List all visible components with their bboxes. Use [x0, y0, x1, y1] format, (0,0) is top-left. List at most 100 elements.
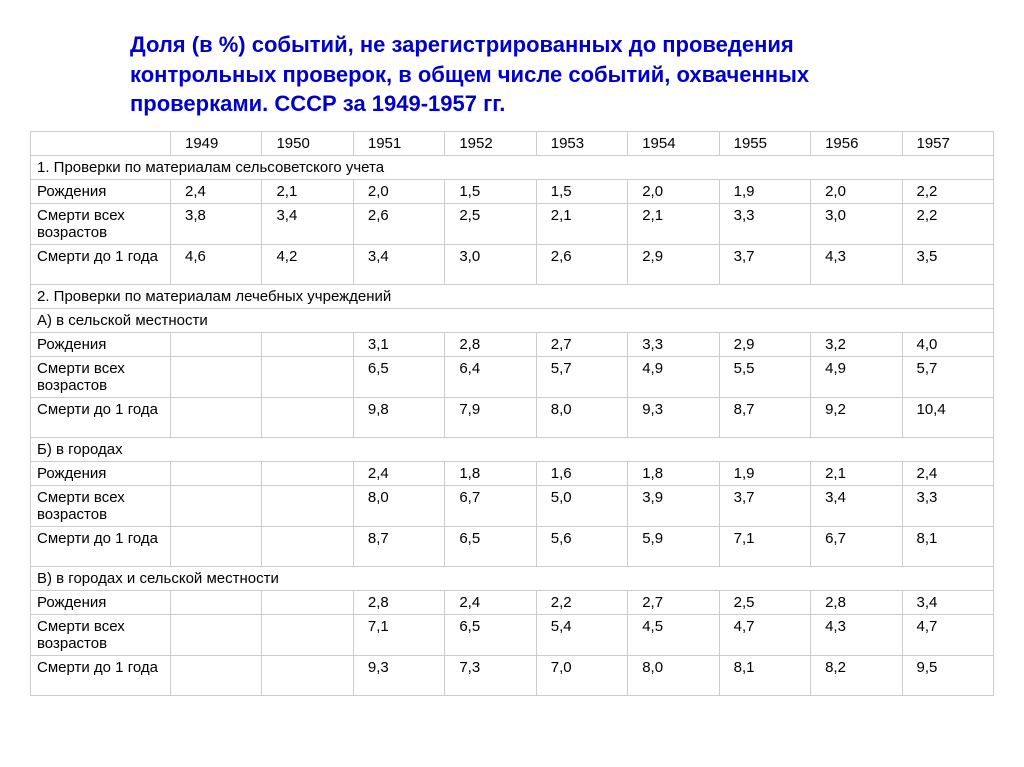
cell: 9,3 [353, 656, 444, 696]
section1-heading: 1. Проверки по материалам сельсоветского… [31, 156, 994, 180]
cell: 4,0 [902, 333, 994, 357]
row-label: Смерти до 1 года [31, 527, 171, 567]
cell [262, 615, 353, 656]
cell [262, 357, 353, 398]
row-label: Смерти всех возрастов [31, 486, 171, 527]
row-label: Смерти до 1 года [31, 398, 171, 438]
cell [262, 656, 353, 696]
cell: 2,8 [445, 333, 536, 357]
cell: 4,7 [902, 615, 994, 656]
year-header: 1956 [811, 132, 902, 156]
cell: 7,3 [445, 656, 536, 696]
cell: 3,4 [902, 591, 994, 615]
cell: 2,1 [811, 462, 902, 486]
cell: 7,1 [353, 615, 444, 656]
cell: 3,5 [902, 245, 994, 285]
row-label: Рождения [31, 333, 171, 357]
row-label: Смерти всех возрастов [31, 204, 171, 245]
cell: 8,7 [719, 398, 810, 438]
cell [262, 398, 353, 438]
cell: 2,9 [628, 245, 719, 285]
data-table: 1949 1950 1951 1952 1953 1954 1955 1956 … [30, 131, 994, 696]
cell: 4,9 [811, 357, 902, 398]
year-header: 1951 [353, 132, 444, 156]
cell: 5,5 [719, 357, 810, 398]
cell: 3,4 [811, 486, 902, 527]
year-header: 1955 [719, 132, 810, 156]
row-label: Смерти всех возрастов [31, 357, 171, 398]
cell: 1,6 [536, 462, 627, 486]
cell: 2,4 [353, 462, 444, 486]
cell: 2,4 [445, 591, 536, 615]
cell [262, 333, 353, 357]
cell: 9,2 [811, 398, 902, 438]
row-label: Смерти всех возрастов [31, 615, 171, 656]
cell [171, 486, 262, 527]
cell: 8,0 [536, 398, 627, 438]
row-label: Смерти до 1 года [31, 656, 171, 696]
year-header: 1950 [262, 132, 353, 156]
cell: 5,4 [536, 615, 627, 656]
cell: 2,2 [902, 204, 994, 245]
cell: 5,7 [536, 357, 627, 398]
year-header: 1957 [902, 132, 994, 156]
cell: 3,4 [353, 245, 444, 285]
cell: 3,7 [719, 486, 810, 527]
subB-heading: Б) в городах [31, 438, 994, 462]
cell: 5,7 [902, 357, 994, 398]
table-row: Рождения 3,1 2,8 2,7 3,3 2,9 3,2 4,0 [31, 333, 994, 357]
cell [171, 615, 262, 656]
cell: 1,9 [719, 180, 810, 204]
cell: 10,4 [902, 398, 994, 438]
cell: 8,0 [353, 486, 444, 527]
cell: 2,5 [719, 591, 810, 615]
cell [171, 357, 262, 398]
cell: 9,5 [902, 656, 994, 696]
cell [171, 333, 262, 357]
cell [171, 591, 262, 615]
cell: 6,7 [811, 527, 902, 567]
row-label: Рождения [31, 462, 171, 486]
cell: 2,4 [171, 180, 262, 204]
subB-heading-row: Б) в городах [31, 438, 994, 462]
cell: 2,8 [811, 591, 902, 615]
cell: 2,0 [628, 180, 719, 204]
year-header: 1954 [628, 132, 719, 156]
row-label: Смерти до 1 года [31, 245, 171, 285]
table-row: Рождения 2,8 2,4 2,2 2,7 2,5 2,8 3,4 [31, 591, 994, 615]
cell: 2,2 [536, 591, 627, 615]
cell: 4,5 [628, 615, 719, 656]
cell: 1,8 [628, 462, 719, 486]
cell: 2,0 [811, 180, 902, 204]
cell: 1,5 [536, 180, 627, 204]
cell: 8,2 [811, 656, 902, 696]
cell: 3,2 [811, 333, 902, 357]
section2-heading-row: 2. Проверки по материалам лечебных учреж… [31, 285, 994, 309]
cell: 2,2 [902, 180, 994, 204]
cell: 8,1 [719, 656, 810, 696]
cell: 9,8 [353, 398, 444, 438]
cell: 2,6 [353, 204, 444, 245]
table-row: Рождения 2,4 2,1 2,0 1,5 1,5 2,0 1,9 2,0… [31, 180, 994, 204]
cell: 3,4 [262, 204, 353, 245]
cell [262, 486, 353, 527]
table-row: Смерти до 1 года 8,7 6,5 5,6 5,9 7,1 6,7… [31, 527, 994, 567]
subA-heading-row: А) в сельской местности [31, 309, 994, 333]
row-label: Рождения [31, 591, 171, 615]
cell: 3,3 [902, 486, 994, 527]
cell: 2,8 [353, 591, 444, 615]
cell: 2,1 [262, 180, 353, 204]
section1-heading-row: 1. Проверки по материалам сельсоветского… [31, 156, 994, 180]
year-header: 1953 [536, 132, 627, 156]
cell: 3,3 [628, 333, 719, 357]
cell: 1,9 [719, 462, 810, 486]
cell: 2,7 [628, 591, 719, 615]
row-label: Рождения [31, 180, 171, 204]
cell: 4,7 [719, 615, 810, 656]
cell [262, 591, 353, 615]
cell: 2,1 [536, 204, 627, 245]
cell: 7,1 [719, 527, 810, 567]
cell: 6,5 [445, 527, 536, 567]
cell: 2,0 [353, 180, 444, 204]
table-row: Смерти до 1 года 9,3 7,3 7,0 8,0 8,1 8,2… [31, 656, 994, 696]
